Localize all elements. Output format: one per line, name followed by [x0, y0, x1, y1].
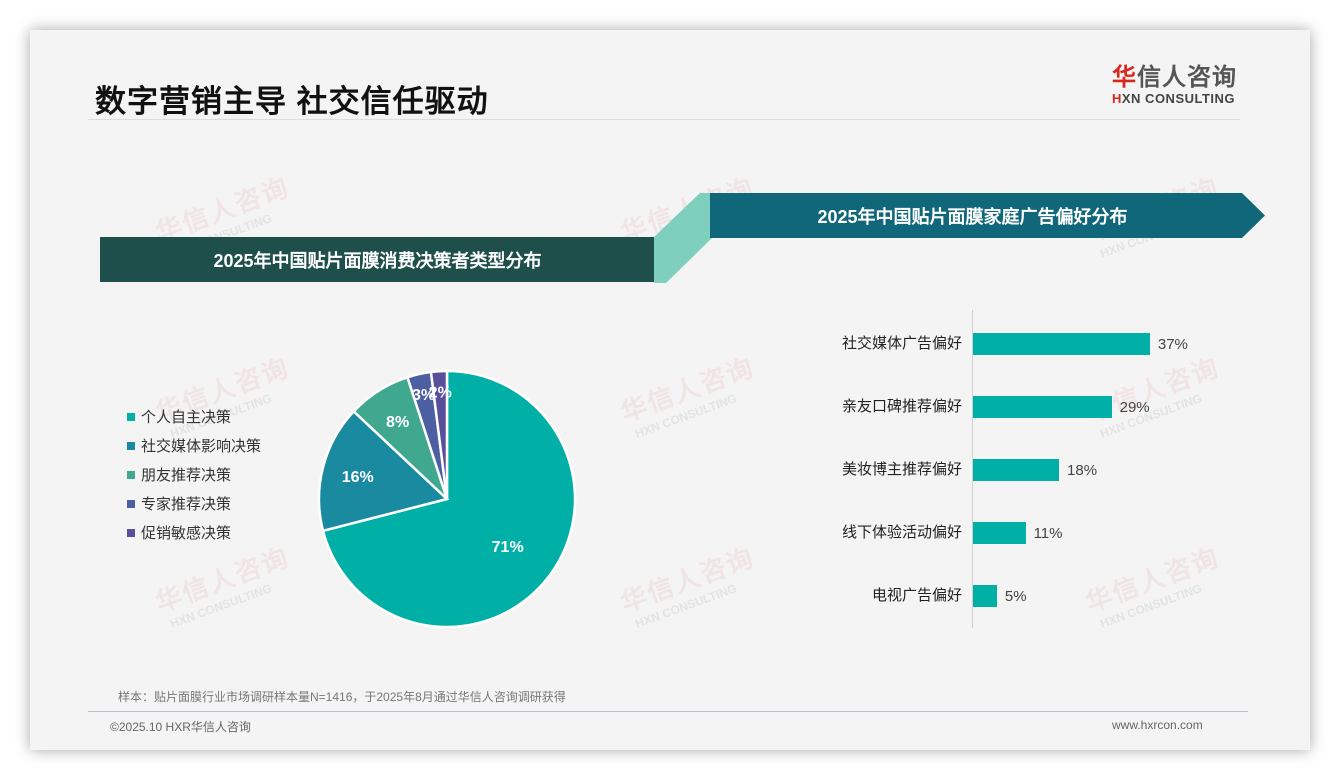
pie-chart-title-banner: 2025年中国贴片面膜消费决策者类型分布	[100, 237, 655, 282]
bar	[973, 585, 997, 607]
legend-item: 专家推荐决策	[127, 489, 261, 518]
bar	[973, 459, 1060, 481]
bar-category-label: 社交媒体广告偏好	[841, 335, 962, 352]
pie-slice-label: 3%	[412, 387, 435, 404]
logo-en-first-char: H	[1112, 91, 1122, 106]
watermark-en: HXN CONSULTING	[633, 391, 739, 441]
bar-category-label: 电视广告偏好	[871, 587, 962, 604]
bar-category-label: 亲友口碑推荐偏好	[841, 398, 962, 415]
bar-chart-title: 2025年中国贴片面膜家庭广告偏好分布	[817, 206, 1128, 227]
bar-value-label: 29%	[1119, 399, 1150, 416]
copyright: ©2025.10 HXR华信人咨询	[110, 720, 251, 734]
pie-slice-label: 2%	[429, 385, 452, 402]
decision-type-pie-chart: 71% 16% 8%3%2%	[317, 369, 577, 629]
legend-label: 专家推荐决策	[141, 496, 232, 513]
watermark-en: HXN CONSULTING	[633, 581, 739, 631]
page-title: 数字营销主导 社交信任驱动	[95, 84, 489, 119]
company-logo: 华信人咨询 HXN CONSULTING	[1112, 64, 1237, 106]
bar	[973, 522, 1026, 544]
bar-row: 社交媒体广告偏好 37%	[790, 332, 1270, 356]
logo-chinese: 华信人咨询	[1112, 64, 1237, 92]
logo-english: HXN CONSULTING	[1112, 92, 1237, 106]
sample-note: 样本：贴片面膜行业市场调研样本量N=1416，于2025年8月通过华信人咨询调研…	[118, 690, 566, 704]
legend-swatch-icon	[127, 499, 135, 508]
pie-slice-label: 8%	[386, 414, 409, 431]
legend-item: 社交媒体影响决策	[127, 431, 261, 460]
ad-preference-bar-chart: 社交媒体广告偏好 37% 亲友口碑推荐偏好 29% 美妆博主推荐偏好 18% 线下体验活动偏…	[790, 310, 1270, 630]
bar-row: 亲友口碑推荐偏好 29%	[790, 395, 1270, 419]
bar-row: 电视广告偏好 5%	[790, 584, 1270, 608]
pie-slice-label: 16%	[342, 469, 374, 486]
legend-swatch-icon	[127, 412, 135, 421]
watermark-cn: 华信人咨询	[151, 541, 294, 618]
pie-slice	[429, 369, 449, 500]
slide: 数字营销主导 社交信任驱动 华信人咨询 HXN CONSULTING 华信人咨询…	[30, 30, 1310, 750]
logo-cn-rest: 信人咨询	[1137, 64, 1237, 91]
watermark-cn: 华信人咨询	[616, 541, 759, 618]
pie-legend: 个人自主决策 社交媒体影响决策 朋友推荐决策 专家推荐决策 促销敏感决策	[127, 402, 261, 547]
pie-slice	[321, 369, 577, 629]
legend-label: 社交媒体影响决策	[141, 438, 262, 455]
legend-swatch-icon	[127, 441, 135, 450]
pie-slice-label: 71%	[492, 539, 524, 556]
logo-en-rest: XN CONSULTING	[1121, 91, 1236, 106]
pie-slice	[317, 409, 450, 533]
legend-label: 朋友推荐决策	[141, 467, 232, 484]
bar-category-label: 线下体验活动偏好	[841, 524, 962, 541]
bar-category-label: 美妆博主推荐偏好	[841, 461, 962, 478]
watermark-cn: 华信人咨询	[616, 351, 759, 428]
legend-item: 朋友推荐决策	[127, 460, 261, 489]
bar-value-label: 37%	[1157, 336, 1188, 353]
website-link[interactable]: www.hxrcon.com	[1112, 718, 1203, 732]
legend-swatch-icon	[127, 470, 135, 479]
bar	[973, 333, 1150, 355]
title-divider	[88, 119, 1240, 120]
bar-chart-title-banner: 2025年中国贴片面膜家庭广告偏好分布	[710, 193, 1265, 238]
bar-row: 线下体验活动偏好 11%	[790, 521, 1270, 545]
bar-value-label: 18%	[1067, 462, 1098, 479]
footer-divider	[88, 711, 1248, 712]
legend-item: 促销敏感决策	[127, 518, 261, 547]
banner-connector	[654, 193, 712, 283]
legend-swatch-icon	[127, 528, 135, 537]
logo-cn-first-char: 华	[1112, 64, 1137, 91]
legend-label: 促销敏感决策	[141, 525, 232, 542]
bar-chart-axis	[972, 310, 973, 628]
bar-value-label: 11%	[1033, 525, 1063, 542]
bar-row: 美妆博主推荐偏好 18%	[790, 458, 1270, 482]
legend-label: 个人自主决策	[141, 409, 232, 426]
legend-item: 个人自主决策	[127, 402, 261, 431]
arrow-banner-shape	[710, 193, 1265, 238]
bar-value-label: 5%	[1004, 588, 1027, 605]
watermark-en: HXN CONSULTING	[168, 581, 274, 631]
bar	[973, 396, 1112, 418]
